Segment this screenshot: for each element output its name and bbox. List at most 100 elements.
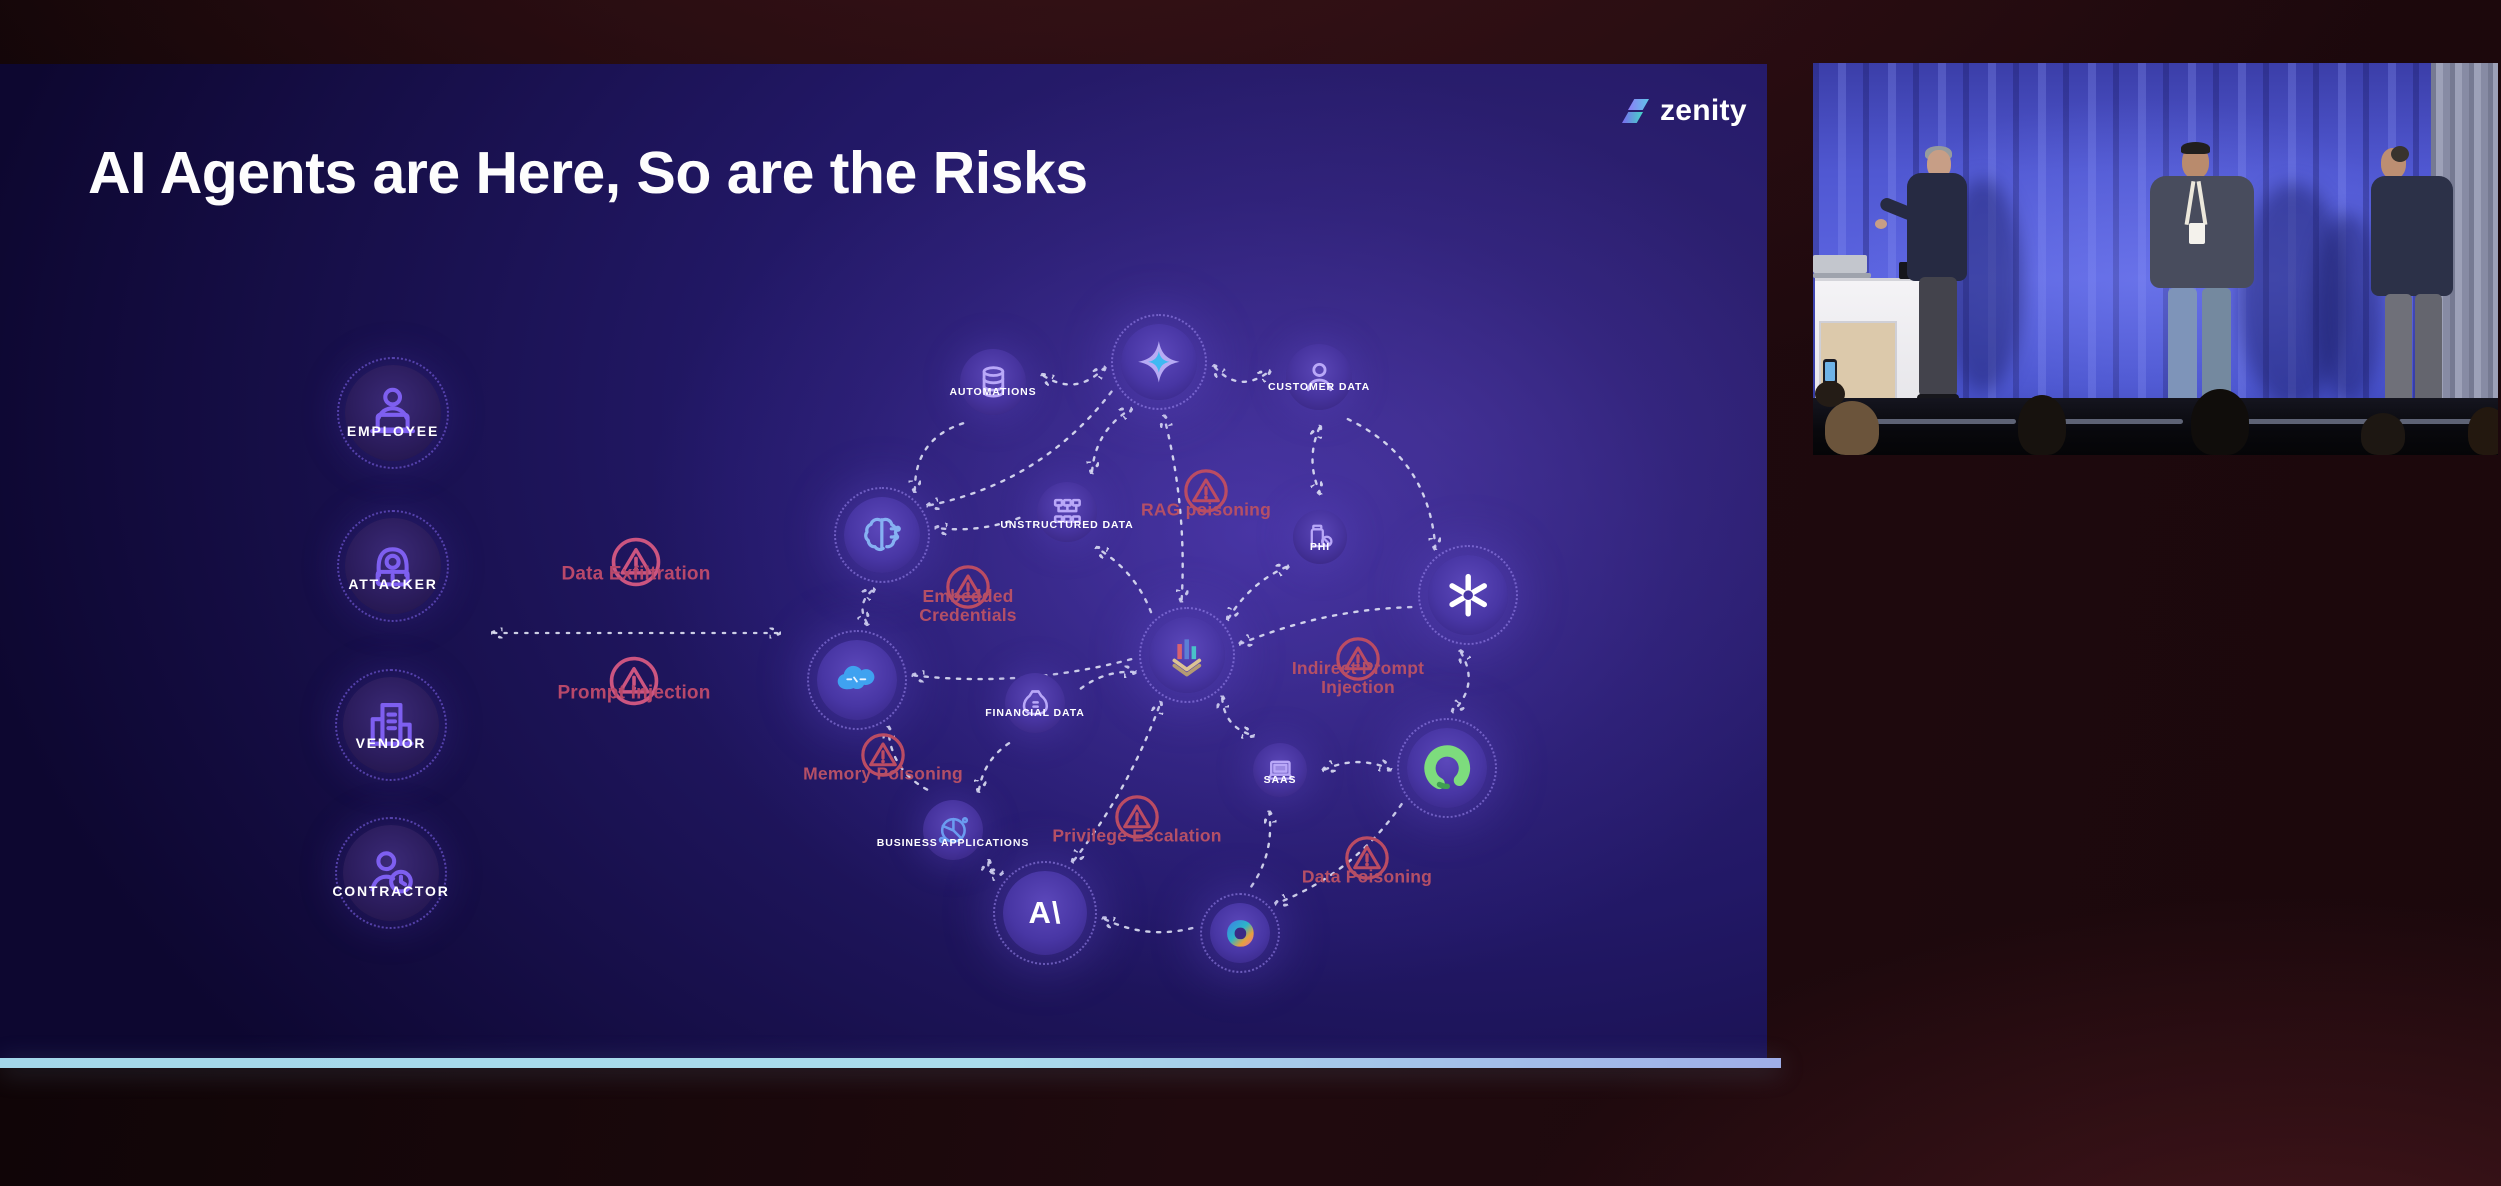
medicine-icon: [1293, 510, 1347, 564]
laptop-base: [1813, 273, 1871, 278]
audience-head: [2191, 389, 2249, 455]
node-saas: SAAS: [1253, 743, 1307, 797]
audience-head: [1825, 401, 1879, 455]
laptop-icon: [1253, 743, 1307, 797]
presenter-center: [2148, 141, 2258, 409]
node-customer-data-label: CUSTOMER DATA: [1267, 381, 1371, 394]
green-ring-icon: [1397, 718, 1497, 818]
warning-icon: [857, 729, 909, 781]
node-privilege-escalation: Privilege Escalation: [1052, 791, 1221, 845]
sparkle-icon: [1111, 314, 1207, 410]
pie-apps-icon: [923, 800, 983, 860]
node-business-applications: BUSINESS APPLICATIONS: [877, 800, 1028, 860]
node-privilege-escalation-label: Privilege Escalation: [1052, 825, 1222, 846]
warning-icon: [1332, 633, 1384, 685]
flowchart-icon: [1037, 482, 1097, 542]
audience-head: [2018, 395, 2066, 455]
conference-badge: [2189, 223, 2205, 244]
node-phi-label: PHI: [1309, 541, 1331, 554]
node-data-exfiltration: Data Exfiltration: [561, 533, 710, 591]
chair-back: [2399, 419, 2494, 424]
chair-back: [2241, 419, 2373, 424]
node-financial-data-label: FINANCIAL DATA: [985, 707, 1085, 720]
audience-phone: [1823, 359, 1837, 385]
node-salesforce: [807, 630, 907, 730]
salesforce-icon: [807, 630, 907, 730]
node-rag-poisoning: RAG poisoning: [1141, 465, 1271, 519]
node-anthropic: A\: [993, 861, 1097, 965]
node-automations: AUTOMATIONS: [949, 349, 1036, 415]
node-employee: EMPLOYEE: [337, 357, 449, 469]
node-saas-label: SAAS: [1263, 774, 1297, 787]
building-icon: [335, 669, 447, 781]
zenity-logo-icon: [1621, 96, 1651, 126]
node-prompt-injection: Prompt Injection: [557, 652, 710, 710]
zenity-logo-text: zenity: [1660, 94, 1747, 127]
money-bag-icon: [1005, 673, 1065, 733]
node-vendor: VENDOR: [335, 669, 447, 781]
chair-back: [2041, 419, 2183, 424]
node-employee-label: EMPLOYEE: [346, 422, 440, 439]
warning-icon: [1180, 465, 1232, 517]
curtain-shadow: [2238, 183, 2348, 408]
node-financial-data: FINANCIAL DATA: [985, 673, 1084, 733]
person-laptop-icon: [337, 357, 449, 469]
node-openai: [1418, 545, 1518, 645]
warning-icon: [607, 533, 665, 591]
person-clock-icon: [335, 817, 447, 929]
node-contractor-label: CONTRACTOR: [332, 882, 450, 899]
node-unstructured-data: UNSTRUCTURED DATA: [1000, 482, 1133, 542]
openai-icon: [1418, 545, 1518, 645]
node-business-applications-label: BUSINESS APPLICATIONS: [876, 837, 1030, 850]
node-green-assistant: [1397, 718, 1497, 818]
node-hub: [1139, 607, 1235, 703]
brain-icon: [834, 487, 930, 583]
warning-icon: [1341, 832, 1393, 884]
node-indirect-prompt-injection: Indirect Prompt Injection: [1292, 633, 1424, 697]
audience-head: [2361, 413, 2405, 455]
chair-back: [1868, 419, 2016, 424]
laptop-screen: [1813, 255, 1867, 273]
audience-head: [2468, 407, 2498, 455]
node-attacker: ATTACKER: [337, 510, 449, 622]
database-icon: [960, 349, 1026, 415]
slide-title: AI Agents are Here, So are the Risks: [88, 140, 1088, 206]
node-prompt-injection-label: Prompt Injection: [557, 682, 711, 704]
funnel-chart-icon: [1139, 607, 1235, 703]
anthropic-icon: A\: [993, 861, 1097, 965]
node-memory-poisoning: Memory Poisoning: [803, 729, 963, 783]
node-vendor-label: VENDOR: [355, 734, 427, 751]
node-automations-label: AUTOMATIONS: [949, 386, 1037, 399]
node-data-poisoning-label: Data Poisoning: [1301, 866, 1433, 887]
node-indirect-prompt-injection-label: Indirect Prompt Injection: [1291, 657, 1425, 697]
warning-icon: [942, 561, 994, 613]
node-attacker-label: ATTACKER: [348, 575, 438, 592]
hooded-attacker-icon: [337, 510, 449, 622]
warning-icon: [1111, 791, 1163, 843]
warning-icon: [605, 652, 663, 710]
node-ms-copilot: [1200, 893, 1280, 973]
node-phi: PHI: [1293, 510, 1347, 564]
presenter-right: [2365, 146, 2460, 418]
slide-accent-line: [0, 1058, 1781, 1068]
node-embedded-credentials-label: Embedded Credentials: [919, 585, 1017, 625]
node-rag-poisoning-label: RAG poisoning: [1141, 499, 1271, 520]
node-memory-poisoning-label: Memory Poisoning: [803, 763, 963, 784]
person-icon: [1286, 344, 1352, 410]
audience-hand: [1815, 381, 1845, 407]
presentation-slide: AI Agents are Here, So are the Risks zen…: [0, 64, 1767, 1058]
copilot-icon: [1200, 893, 1280, 973]
node-customer-data: CUSTOMER DATA: [1268, 344, 1369, 410]
node-embedded-credentials: Embedded Credentials: [919, 561, 1017, 625]
node-unstructured-data-label: UNSTRUCTURED DATA: [1000, 519, 1134, 532]
node-data-poisoning: Data Poisoning: [1302, 832, 1432, 886]
speaker-video: [1813, 63, 2498, 455]
zenity-logo: zenity: [1621, 94, 1747, 128]
node-ai-brain: [834, 487, 930, 583]
node-contractor: CONTRACTOR: [332, 817, 448, 929]
node-data-exfiltration-label: Data Exfiltration: [561, 563, 711, 585]
podium-laptop: [1813, 255, 1871, 279]
presenter-left: [1875, 143, 1975, 403]
node-sparkle: [1111, 314, 1207, 410]
